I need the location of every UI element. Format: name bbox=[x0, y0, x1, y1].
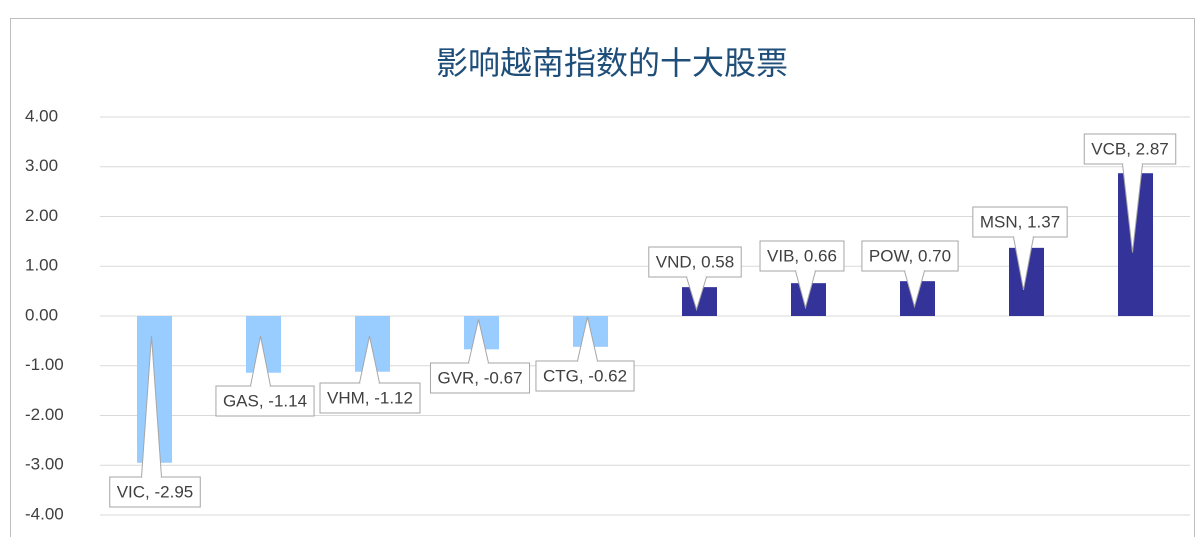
y-tick-label: 4.00 bbox=[25, 106, 58, 125]
data-label: VND, 0.58 bbox=[656, 252, 734, 271]
data-label: VHM, -1.12 bbox=[327, 388, 413, 407]
data-label-box bbox=[319, 382, 421, 414]
data-label: VIB, 0.66 bbox=[767, 246, 837, 265]
chart-frame bbox=[10, 18, 1195, 537]
y-tick-label: -2.00 bbox=[25, 405, 64, 424]
data-label-box bbox=[648, 246, 742, 278]
data-label-box bbox=[972, 206, 1068, 238]
y-tick-label: 2.00 bbox=[25, 206, 58, 225]
data-label-box bbox=[429, 362, 531, 394]
chart-title: 影响越南指数的十大股票 bbox=[436, 44, 788, 82]
data-label-pointer bbox=[141, 335, 162, 478]
data-label-box bbox=[861, 240, 959, 272]
data-label: GVR, -0.67 bbox=[437, 368, 522, 387]
data-label-box bbox=[1083, 133, 1177, 165]
data-label-pointer bbox=[577, 316, 598, 362]
y-tick-label: 0.00 bbox=[25, 305, 58, 324]
data-label-pointer bbox=[359, 335, 380, 384]
data-label-pointer bbox=[1122, 163, 1143, 253]
data-label-pointer bbox=[686, 276, 707, 312]
data-label-pointer bbox=[904, 270, 925, 309]
data-label-box bbox=[215, 385, 315, 417]
data-label-box bbox=[759, 240, 845, 272]
y-tick-label: 3.00 bbox=[25, 156, 58, 175]
data-label: VCB, 2.87 bbox=[1091, 139, 1169, 158]
y-tick-label: 1.00 bbox=[25, 256, 58, 275]
data-label-pointer bbox=[250, 335, 271, 387]
data-label-box bbox=[109, 476, 201, 508]
data-label: POW, 0.70 bbox=[869, 246, 951, 265]
y-tick-label: -1.00 bbox=[25, 355, 64, 374]
data-label: CTG, -0.62 bbox=[543, 366, 627, 385]
data-label: MSN, 1.37 bbox=[980, 212, 1060, 231]
data-label: VIC, -2.95 bbox=[117, 482, 194, 501]
y-tick-label: -4.00 bbox=[25, 504, 64, 523]
data-label-pointer bbox=[468, 319, 489, 364]
data-label: GAS, -1.14 bbox=[223, 391, 307, 410]
data-label-pointer bbox=[795, 270, 816, 310]
data-label-pointer bbox=[1013, 236, 1034, 291]
data-label-box bbox=[535, 360, 635, 392]
y-tick-label: -3.00 bbox=[25, 455, 64, 474]
